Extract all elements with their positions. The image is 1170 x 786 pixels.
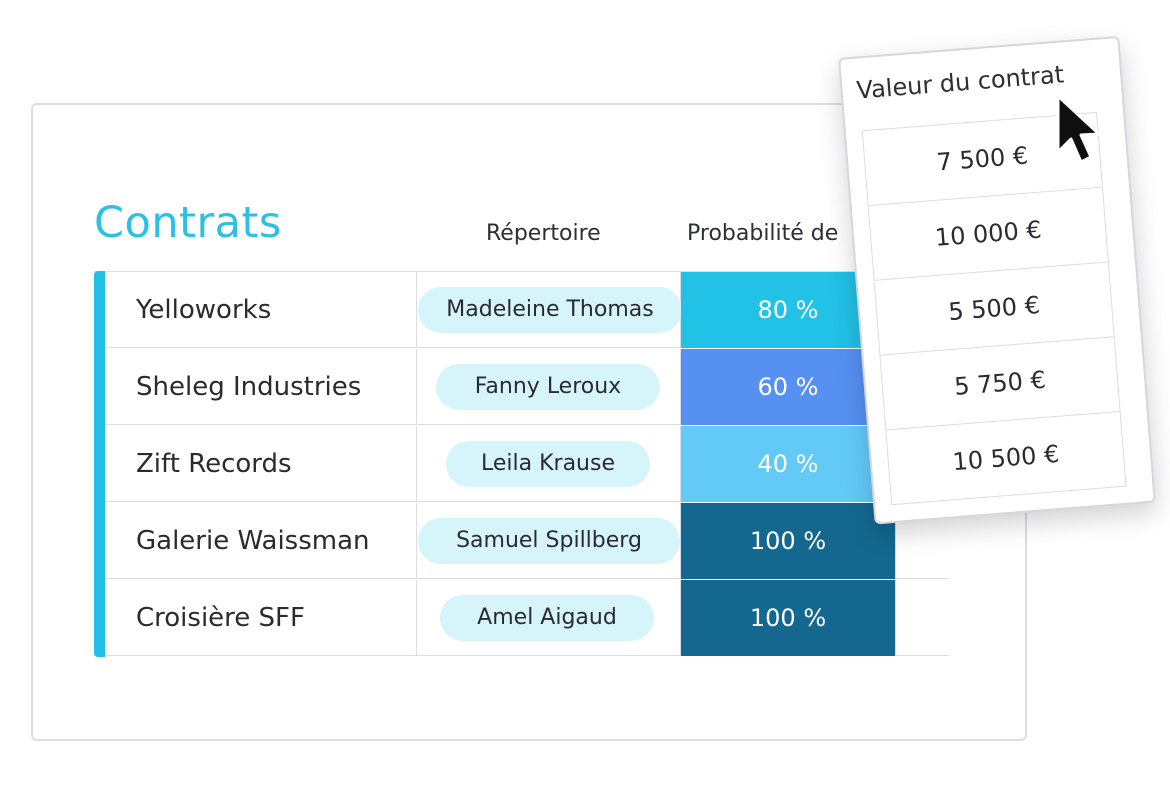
table-row[interactable]: Galerie Waissman Samuel Spillberg 100 %: [94, 503, 949, 579]
contract-name[interactable]: Croisière SFF: [136, 603, 305, 633]
column-header-probabilite[interactable]: Probabilité de: [687, 221, 839, 246]
contract-name[interactable]: Galerie Waissman: [136, 526, 370, 556]
value-list: 7 500 € 10 000 € 5 500 € 5 750 € 10 500 …: [861, 111, 1127, 506]
table-row[interactable]: Croisière SFF Amel Aigaud 100 %: [94, 580, 949, 656]
contact-chip[interactable]: Madeleine Thomas: [418, 287, 682, 333]
contact-chip[interactable]: Leila Krause: [446, 441, 650, 487]
contract-name[interactable]: Zift Records: [136, 449, 292, 479]
contact-chip[interactable]: Fanny Leroux: [436, 364, 660, 410]
arrow-cursor-icon: [1056, 94, 1101, 164]
contract-name[interactable]: Yelloworks: [136, 295, 272, 325]
probability-cell[interactable]: 100 %: [681, 503, 895, 579]
popup-header: Valeur du contrat: [855, 60, 1066, 105]
table-row[interactable]: Zift Records Leila Krause 40 %: [94, 426, 949, 502]
contact-chip[interactable]: Samuel Spillberg: [418, 518, 680, 564]
board-title: Contrats: [94, 198, 282, 248]
probability-cell[interactable]: 60 %: [681, 349, 895, 425]
probability-cell[interactable]: 40 %: [681, 426, 895, 502]
column-header-repertoire[interactable]: Répertoire: [486, 221, 601, 246]
contracts-table: Yelloworks Madeleine Thomas 80 % Sheleg …: [94, 271, 949, 657]
probability-cell[interactable]: 100 %: [681, 580, 895, 656]
contact-chip[interactable]: Amel Aigaud: [440, 595, 654, 641]
contract-name[interactable]: Sheleg Industries: [136, 372, 362, 402]
group-accent-bar: [94, 271, 105, 657]
table-row[interactable]: Yelloworks Madeleine Thomas 80 %: [94, 272, 949, 348]
table-row[interactable]: Sheleg Industries Fanny Leroux 60 %: [94, 349, 949, 425]
